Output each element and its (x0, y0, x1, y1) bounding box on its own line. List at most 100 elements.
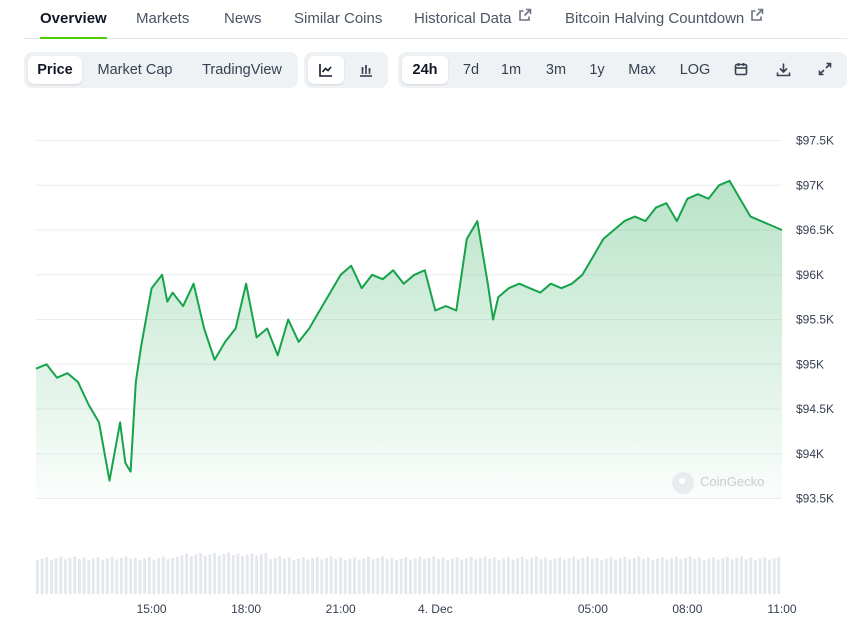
volume-bar (241, 556, 244, 594)
volume-bar (255, 555, 258, 594)
coingecko-watermark: CoinGecko (672, 470, 764, 494)
volume-bar (367, 556, 370, 594)
volume-bar (427, 557, 431, 594)
external-link-icon (750, 0, 764, 37)
x-tick-label: 18:00 (231, 602, 261, 616)
volume-bar (208, 554, 212, 595)
volume-bar (604, 558, 608, 594)
tab-similar-coins-label: Similar Coins (294, 10, 383, 27)
market-cap-view-button[interactable]: Market Cap (97, 62, 173, 78)
volume-bar (558, 557, 562, 594)
volume-bar (273, 557, 277, 594)
tab-similar-coins[interactable]: Similar Coins (294, 0, 382, 38)
volume-bar (250, 553, 254, 594)
y-tick-label: $96.5K (796, 223, 834, 237)
volume-bar (451, 558, 454, 594)
volume-bar (674, 556, 678, 594)
range-max-button[interactable]: Max (628, 62, 656, 78)
volume-bar (236, 553, 240, 594)
volume-bar (399, 558, 403, 594)
range-1y-button[interactable]: 1y (589, 62, 605, 78)
volume-bar (595, 557, 599, 594)
range-7d-button[interactable]: 7d (462, 62, 480, 78)
volume-bar (381, 556, 384, 594)
range-24h-button[interactable]: 24h (402, 56, 448, 84)
date-range-button[interactable] (724, 56, 758, 84)
volume-bar (87, 560, 91, 594)
expand-icon (818, 62, 832, 76)
y-tick-label: $97.5K (796, 134, 834, 148)
tab-overview[interactable]: Overview (40, 0, 107, 39)
x-tick-label: 08:00 (672, 602, 702, 616)
volume-bar (516, 558, 520, 595)
volume-bar (544, 557, 548, 594)
y-tick-label: $96K (796, 268, 824, 282)
volume-bar (432, 556, 436, 594)
volume-bar (78, 559, 81, 594)
volume-bar (59, 556, 63, 594)
volume-bar (82, 557, 86, 594)
volume-bar (730, 559, 734, 594)
volume-bar (287, 557, 291, 594)
watermark-text: CoinGecko (700, 474, 765, 489)
volume-bar (656, 558, 659, 594)
range-1m-button[interactable]: 1m (500, 62, 522, 78)
volume-bar (129, 559, 133, 594)
y-tick-label: $95.5K (796, 313, 834, 327)
tradingview-button[interactable]: TradingView (202, 62, 282, 78)
volume-bar (199, 553, 203, 594)
volume-bar (194, 554, 198, 594)
tab-halving-countdown[interactable]: Bitcoin Halving Countdown (565, 0, 764, 38)
volume-bar (73, 556, 77, 594)
candlestick-chart-button[interactable] (348, 56, 384, 84)
volume-bar (259, 554, 263, 595)
tab-news[interactable]: News (224, 0, 262, 38)
volume-bar (101, 559, 105, 594)
tab-news-label: News (224, 10, 262, 27)
volume-bar (646, 557, 650, 594)
volume-bar (189, 556, 193, 594)
volume-bar (171, 557, 175, 594)
volume-bar (502, 558, 506, 594)
volume-bar (562, 559, 566, 594)
volume-bar (590, 559, 594, 594)
volume-bar (688, 556, 692, 594)
y-axis: $97.5K $97K $96.5K $96K $95.5K $95K $94.5K $94K… (796, 134, 834, 506)
volume-bar (637, 556, 641, 594)
volume-bar (105, 558, 109, 595)
y-tick-label: $97K (796, 178, 824, 192)
volume-bar (614, 559, 617, 594)
volume-bar (712, 557, 715, 594)
range-3m-button[interactable]: 3m (545, 62, 567, 78)
volume-bar (180, 555, 184, 594)
volume-bar (315, 556, 319, 594)
volume-bar (395, 560, 398, 594)
volume-bar (632, 557, 636, 594)
volume-bar (721, 558, 725, 595)
volume-bar (707, 558, 711, 594)
tab-historical-data[interactable]: Historical Data (414, 0, 532, 38)
volume-bar (138, 560, 142, 594)
volume-bars (36, 552, 781, 595)
volume-bar (609, 557, 613, 594)
fullscreen-button[interactable] (808, 56, 842, 84)
volume-bar (572, 556, 576, 594)
volume-bar (772, 558, 776, 595)
volume-bar (488, 559, 492, 594)
line-chart-button[interactable] (308, 56, 344, 84)
volume-bar (777, 556, 781, 594)
volume-bar (474, 559, 478, 594)
volume-bar (744, 559, 748, 594)
volume-bar (311, 558, 314, 595)
volume-bar (520, 556, 524, 594)
volume-bar (735, 557, 739, 594)
x-tick-label: 4. Dec (418, 602, 453, 616)
log-scale-button[interactable]: LOG (679, 62, 711, 78)
volume-bar (623, 556, 627, 594)
volume-bar (586, 556, 590, 594)
download-button[interactable] (766, 56, 800, 84)
volume-bar (576, 559, 580, 594)
tab-markets[interactable]: Markets (136, 0, 189, 38)
price-view-button[interactable]: Price (28, 56, 82, 84)
